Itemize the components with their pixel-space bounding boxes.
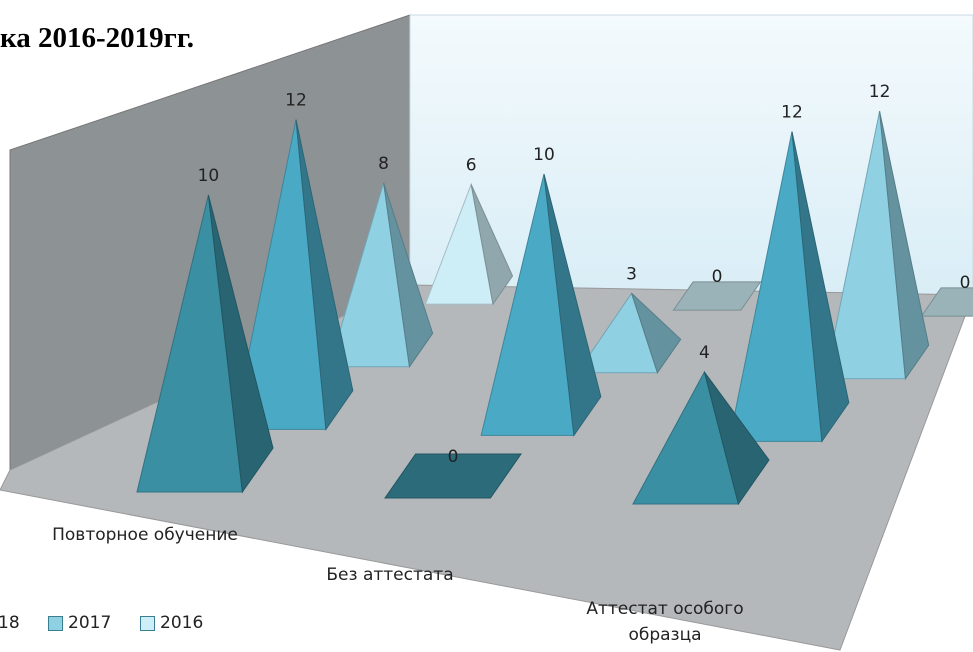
pyramid-side [470,184,514,306]
category-label: Аттестат особого образца [586,599,744,645]
pyramid-base [384,453,522,499]
data-label: 12 [781,103,803,123]
data-label: 12 [285,91,307,111]
data-label: 8 [378,154,389,174]
data-label: 4 [699,343,710,363]
legend-item: 2017 [48,613,111,633]
legend-swatch [140,615,155,631]
pyramid-side [295,119,354,431]
data-label: 10 [533,145,555,165]
data-label: 0 [448,447,459,467]
pyramid-side [543,173,602,437]
chart-title: ка 2016-2019гг. [0,22,194,54]
pyramid-base [672,281,762,311]
pyramid-base [920,287,973,317]
data-label: 0 [712,267,723,287]
pyramid-side [631,292,682,374]
data-label: 10 [198,166,220,186]
legend-item: 18 [0,613,20,633]
data-label: 12 [869,82,891,102]
category-label: Без аттестата [326,565,454,585]
legend-label: 18 [0,613,20,633]
pyramid-side [791,131,850,443]
pyramid-side [383,182,434,369]
pyramid-side [703,371,770,506]
legend-label: 2017 [68,613,112,633]
pyramid-side [207,194,274,494]
legend-swatch [48,615,63,631]
legend-item: 2016 [140,613,203,633]
legend-label: 2016 [160,613,204,633]
data-label: 6 [466,155,477,175]
data-label: 3 [626,264,637,284]
pyramid-side [879,111,930,381]
category-label: Повторное обучение [52,525,238,545]
data-label: 0 [960,273,971,293]
